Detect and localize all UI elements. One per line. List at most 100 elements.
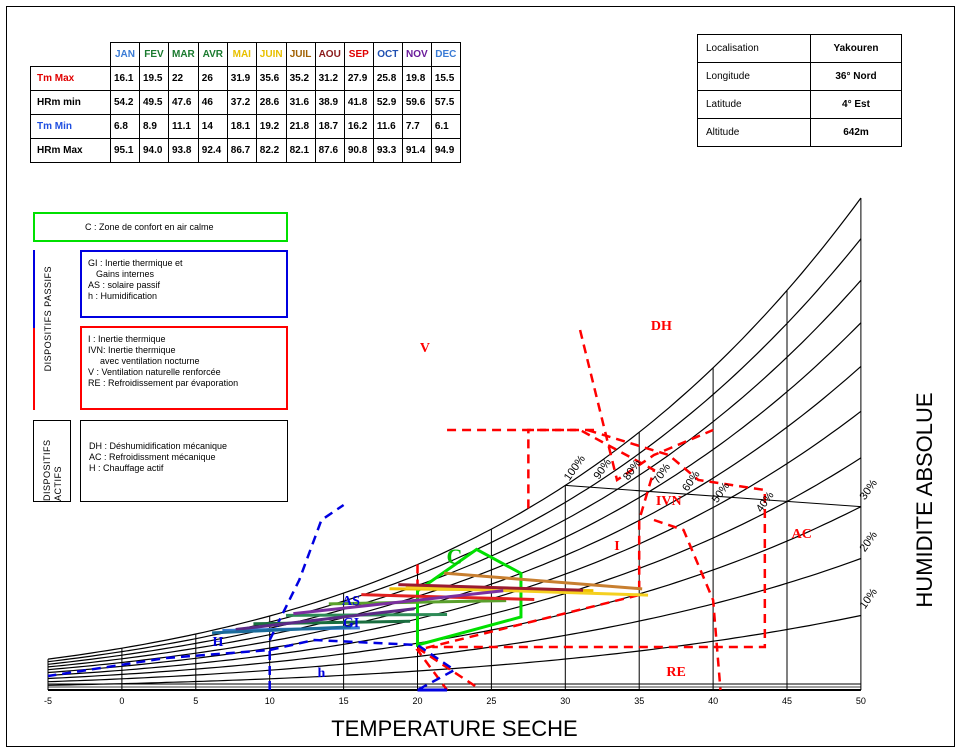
table-cell: 92.4: [197, 138, 228, 163]
table-cell: 11.1: [168, 114, 199, 139]
legend-line: h : Humidification: [88, 291, 158, 301]
month-header: MAR: [168, 42, 199, 67]
table-cell: 19.8: [401, 66, 432, 91]
month-line: [211, 625, 352, 635]
zone-ivn-line: [653, 518, 722, 691]
table-cell: 47.6: [168, 90, 199, 115]
rh-curve: [47, 238, 862, 663]
zone-label: h: [318, 666, 326, 681]
table-cell: 82.1: [285, 138, 316, 163]
row-label: Tm Min: [30, 114, 111, 139]
table-cell: 31.9: [226, 66, 257, 91]
month-header: SEP: [343, 42, 374, 67]
legend-line: I : Inertie thermique: [88, 334, 166, 344]
table-cell: 57.5: [430, 90, 461, 115]
legend-line: RE : Refroidissement par évaporation: [88, 378, 239, 388]
y-axis-title: HUMIDITE ABSOLUE: [912, 392, 937, 607]
legend-passifs-label: DISPOSITIFS PASSIFS: [43, 266, 53, 372]
rh-label: 40%: [754, 490, 777, 515]
x-tick-label: 45: [782, 696, 792, 706]
zone-re-line: [416, 646, 478, 689]
rh-envelope-line: [565, 484, 861, 508]
zone-label: I: [614, 539, 619, 554]
row-label: HRm Max: [30, 138, 111, 163]
rh-curve: [47, 614, 862, 686]
table-cell: 49.5: [139, 90, 169, 115]
legend-passifs-red: I : Inertie thermique IVN: Inertie therm…: [80, 326, 288, 410]
table-cell: 54.2: [110, 90, 140, 115]
x-tick-label: -5: [44, 696, 52, 706]
location-value: Yakouren: [810, 34, 902, 63]
x-tick-label: 10: [265, 696, 275, 706]
table-cell: 6.8: [110, 114, 140, 139]
comfort-zone: [416, 547, 523, 647]
location-row: Longitude 36° Nord: [697, 62, 902, 91]
month-line: [405, 585, 649, 597]
month-header: JUIL: [285, 42, 316, 67]
x-tick-label: 0: [119, 696, 124, 706]
table-cell: 6.1: [430, 114, 461, 139]
month-line: [443, 571, 643, 591]
table-cell: 22: [168, 66, 199, 91]
table-cell: 94.9: [430, 138, 461, 163]
legend-line: V : Ventilation naturelle renforcée: [88, 367, 221, 377]
month-line: [235, 607, 415, 631]
climate-row: HRm Max 95.1 94.0 93.8 92.4 86.7 82.2 82.1 87.6 9…: [30, 138, 461, 163]
location-row: Latitude 4° Est: [697, 90, 902, 119]
x-tick-label: 30: [560, 696, 570, 706]
table-cell: 26: [197, 66, 228, 91]
x-tick-label: 15: [339, 696, 349, 706]
table-cell: 86.7: [226, 138, 257, 163]
zone-label: V: [420, 341, 430, 356]
zone-label: AS: [342, 594, 360, 609]
zone-h-line: [47, 648, 271, 690]
table-cell: 37.2: [226, 90, 257, 115]
month-header: OCT: [372, 42, 403, 67]
table-cell: 11.6: [372, 114, 403, 139]
location-key: Latitude: [697, 90, 811, 119]
table-cell: 90.8: [343, 138, 374, 163]
x-tick-label: 50: [856, 696, 866, 706]
rh-curve: [47, 197, 862, 660]
zone-label: IVN: [656, 494, 682, 509]
rh-curve: [47, 365, 862, 671]
rh-label: 90%: [591, 457, 614, 482]
legend-line: AS : solaire passif: [88, 280, 161, 290]
legend-line: avec ventilation nocturne: [100, 356, 200, 366]
zone-label: C: [447, 544, 463, 569]
legend-passifs-side: DISPOSITIFS PASSIFS: [33, 250, 71, 410]
table-cell: 41.8: [343, 90, 374, 115]
zone-ac-line: [432, 428, 767, 649]
location-table: Localisation Yakouren Longitude 36° Nord L…: [697, 34, 902, 147]
month-header: NOV: [401, 42, 432, 67]
rh-curve: [47, 506, 862, 680]
rh-curve: [47, 457, 862, 676]
month-header: MAI: [226, 42, 257, 67]
table-corner: [31, 43, 111, 67]
x-axis-title: TEMPERATURE SECHE: [331, 716, 578, 741]
rh-curve: [47, 410, 862, 674]
table-cell: 18.7: [314, 114, 345, 139]
zone-i-line: [415, 428, 656, 691]
table-cell: 93.8: [168, 138, 199, 163]
month-header: DEC: [430, 42, 461, 67]
legend-actifs-side: DISPOSITIFS ACTIFS: [33, 420, 71, 502]
climate-table: JAN FEV MAR AVR MAI JUIN JUIL AOU SEP OCT NOV DEC T…: [30, 42, 461, 163]
table-cell: 82.2: [255, 138, 287, 163]
table-cell: 15.5: [430, 66, 461, 91]
climate-row: HRm min 54.2 49.5 47.6 46 37.2 28.6 31.6 38.9 41.…: [30, 90, 461, 115]
table-cell: 25.8: [372, 66, 403, 91]
table-cell: 94.0: [139, 138, 169, 163]
legend-comfort: C : Zone de confort en air calme: [33, 212, 288, 242]
location-key: Longitude: [697, 62, 811, 91]
table-cell: 18.1: [226, 114, 257, 139]
zone-label: GI: [343, 616, 359, 631]
rh-curve: [47, 322, 862, 668]
table-cell: 52.9: [372, 90, 403, 115]
legend-actifs: DH : Déshumidification mécanique AC : Re…: [80, 420, 288, 502]
rh-curve: [47, 279, 862, 665]
x-tick-label: 25: [486, 696, 496, 706]
zone-label: RE: [666, 665, 685, 680]
zone-v-line: [527, 428, 595, 509]
